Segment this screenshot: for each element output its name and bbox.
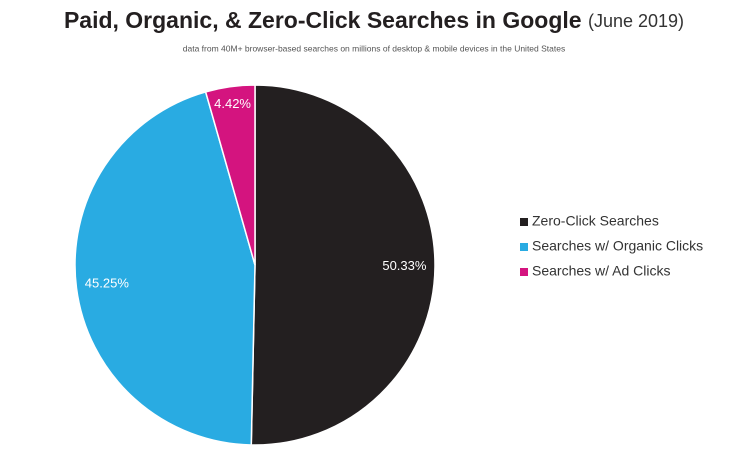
value-label: 4.42% <box>214 96 251 111</box>
chart-title: Paid, Organic, & Zero-Click Searches in … <box>64 7 582 33</box>
legend-swatch <box>520 243 528 251</box>
chart-subtitle: data from 40M+ browser-based searches on… <box>183 43 565 53</box>
legend-label: Searches w/ Ad Clicks <box>532 263 671 279</box>
pie-slice <box>204 84 256 266</box>
chart-title-note: (June 2019) <box>588 11 684 31</box>
chart-title-group: Paid, Organic, & Zero-Click Searches in … <box>64 7 684 33</box>
value-label: 50.33% <box>382 258 427 273</box>
legend-label: Zero-Click Searches <box>532 213 659 229</box>
pie-slice <box>74 90 256 446</box>
legend-label: Searches w/ Organic Clicks <box>532 238 703 254</box>
legend-swatch <box>520 268 528 276</box>
legend-swatch <box>520 218 528 226</box>
value-label: 45.25% <box>85 276 130 291</box>
pie-slice <box>250 84 436 446</box>
